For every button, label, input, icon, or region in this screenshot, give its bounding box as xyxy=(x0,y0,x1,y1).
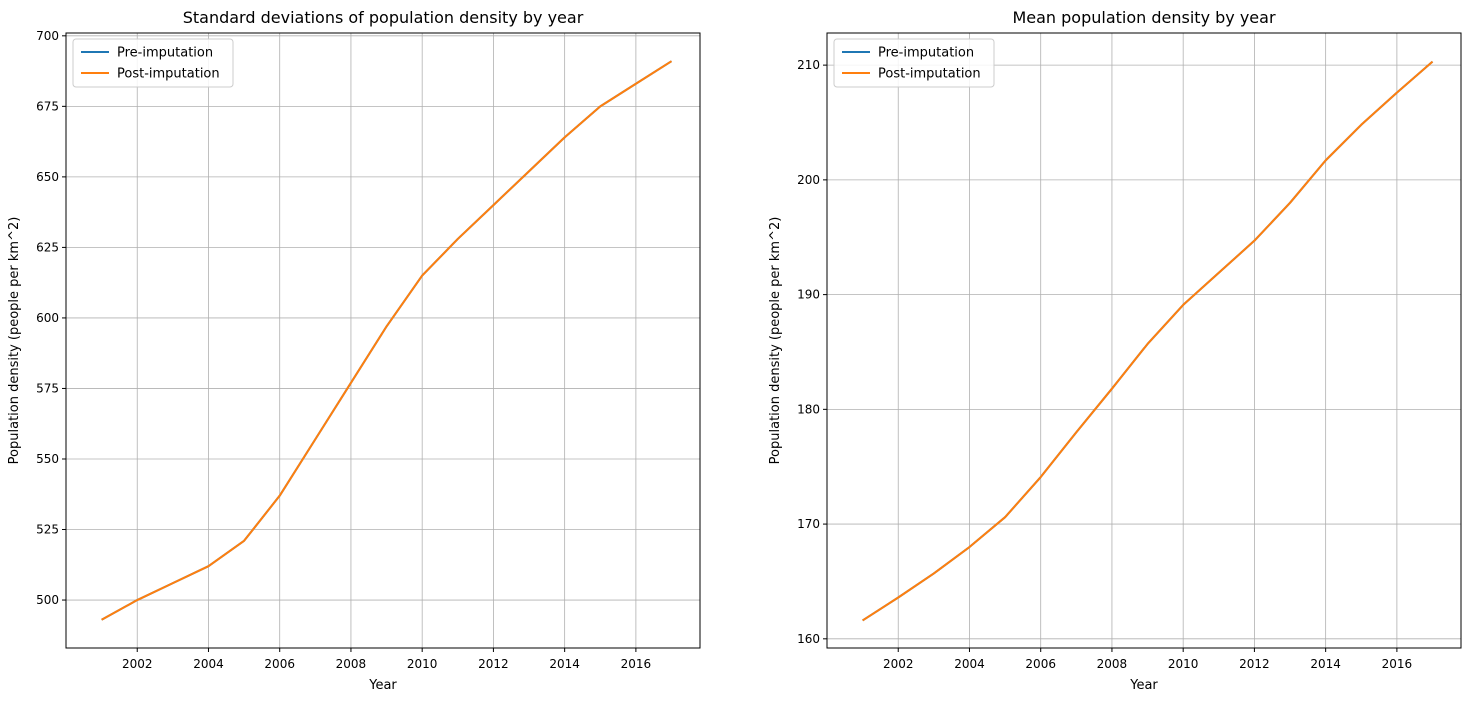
y-tick-label: 160 xyxy=(797,632,820,646)
x-tick-label: 2002 xyxy=(122,657,153,671)
legend: Pre-imputation Post-imputation xyxy=(833,38,995,88)
x-tick-label: 2004 xyxy=(193,657,224,671)
legend-entry: Post-imputation xyxy=(117,67,220,82)
x-tick-label: 2010 xyxy=(407,657,438,671)
y-tick-label: 550 xyxy=(36,452,59,466)
y-tick-label: 170 xyxy=(797,517,820,531)
y-tick-label: 200 xyxy=(797,173,820,187)
x-tick-label: 2014 xyxy=(549,657,580,671)
y-tick-label: 525 xyxy=(36,523,59,537)
series-line-post-imputation xyxy=(862,60,1434,622)
series-line-pre-imputation xyxy=(862,60,1434,622)
chart-2: 2002 2004 2006 2008 2010 2012 2014 2016 160 170 18… xyxy=(768,8,1462,693)
y-tick-label: 625 xyxy=(36,240,59,254)
y-tick-label: 675 xyxy=(36,99,59,113)
chart-1: 2002 2004 2006 2008 2010 2012 2014 2016 500 525 55… xyxy=(7,8,701,693)
x-tick-label: 2002 xyxy=(883,657,914,671)
y-tick-label: 190 xyxy=(797,288,820,302)
x-tick-label: 2008 xyxy=(336,657,367,671)
y-tick-label: 210 xyxy=(797,58,820,72)
y-tick-label: 700 xyxy=(36,29,59,43)
x-axis-label: Year xyxy=(1129,678,1158,693)
legend-entry: Pre-imputation xyxy=(878,46,974,61)
x-axis-label: Year xyxy=(368,678,397,693)
y-axis-label: Population density (people per km^2) xyxy=(7,217,22,465)
x-tick-label: 2012 xyxy=(478,657,509,671)
axes-frame xyxy=(65,32,701,649)
legend-entry: Pre-imputation xyxy=(117,46,213,61)
legend-box xyxy=(72,38,234,88)
x-tick-label: 2014 xyxy=(1310,657,1341,671)
x-tick-label: 2016 xyxy=(621,657,652,671)
y-tick-label: 575 xyxy=(36,381,59,395)
axes-frame xyxy=(826,32,1462,649)
series-line-post-imputation xyxy=(101,60,673,621)
x-tick-label: 2006 xyxy=(1025,657,1056,671)
x-tick-label: 2004 xyxy=(954,657,985,671)
x-tick-label: 2010 xyxy=(1168,657,1199,671)
chart-title: Standard deviations of population densit… xyxy=(183,8,584,27)
y-tick-label: 650 xyxy=(36,170,59,184)
chart-title: Mean population density by year xyxy=(1012,8,1275,27)
x-tick-label: 2012 xyxy=(1239,657,1270,671)
series-line-pre-imputation xyxy=(101,60,673,621)
x-tick-label: 2008 xyxy=(1097,657,1128,671)
legend-entry: Post-imputation xyxy=(878,67,981,82)
x-tick-label: 2016 xyxy=(1382,657,1413,671)
y-tick-label: 180 xyxy=(797,402,820,416)
y-tick-label: 500 xyxy=(36,593,59,607)
y-tick-label: 600 xyxy=(36,311,59,325)
y-axis-label: Population density (people per km^2) xyxy=(768,217,783,465)
legend: Pre-imputation Post-imputation xyxy=(72,38,234,88)
x-tick-label: 2006 xyxy=(264,657,295,671)
legend-box xyxy=(833,38,995,88)
